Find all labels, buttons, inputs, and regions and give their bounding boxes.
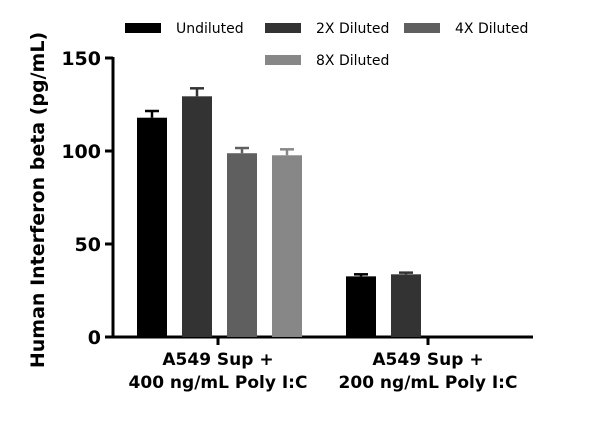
legend-swatch xyxy=(265,23,301,33)
bar-undiluted xyxy=(346,276,376,337)
x-tick-label: 400 ng/mL Poly I:C xyxy=(129,373,308,393)
bar-4x-diluted xyxy=(227,153,257,337)
y-axis-label: Human Interferon beta (pg/mL) xyxy=(27,32,49,368)
legend-swatch xyxy=(125,23,161,33)
y-tick-label: 0 xyxy=(88,327,101,349)
x-tick-label: A549 Sup + xyxy=(372,350,483,370)
y-tick-label: 50 xyxy=(75,234,101,256)
bar-undiluted xyxy=(137,117,167,338)
legend-swatch xyxy=(404,23,440,33)
x-tick-label: 200 ng/mL Poly I:C xyxy=(339,373,518,393)
x-tick-label: A549 Sup + xyxy=(162,350,273,370)
y-tick-label: 100 xyxy=(61,141,101,163)
legend-label: 4X Diluted xyxy=(455,21,528,37)
legend-swatch xyxy=(265,55,301,65)
legend-label: 8X Diluted xyxy=(316,53,389,69)
legend-label: Undiluted xyxy=(176,21,244,37)
bar-8x-diluted xyxy=(272,155,302,337)
legend-label: 2X Diluted xyxy=(316,21,389,37)
bar-2x-diluted xyxy=(391,274,421,337)
bar-2x-diluted xyxy=(182,96,212,337)
y-tick-label: 150 xyxy=(61,48,101,70)
